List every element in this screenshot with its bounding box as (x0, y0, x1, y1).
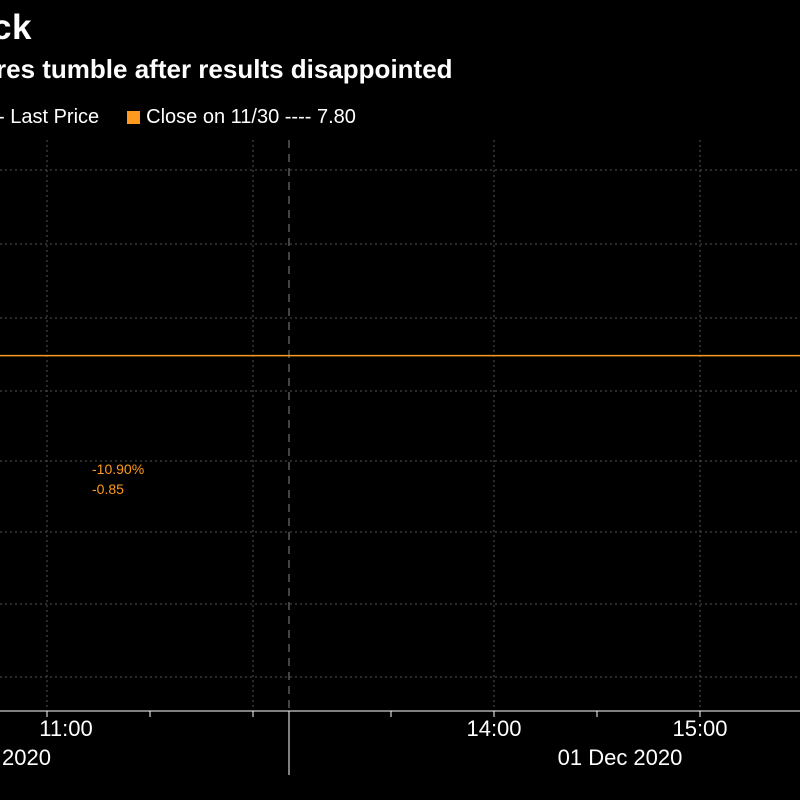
legend-last-price: - Last Price (0, 106, 100, 128)
x-date-label-left: 2020 (2, 745, 51, 770)
x-date-label-right: 01 Dec 2020 (558, 745, 683, 770)
annotation-absolute-change: -0.85 (92, 481, 124, 497)
annotation-percent-change: -10.90% (92, 461, 144, 477)
horizontal-gridlines (0, 169, 800, 678)
legend: - Last Price Close on 11/30 ---- 7.80 (0, 106, 356, 129)
vertical-gridlines (46, 140, 701, 710)
x-tick-label-1500: 15:00 (672, 716, 727, 741)
chart-title: ck (0, 8, 32, 47)
chart-subtitle: res tumble after results disappointed (0, 54, 453, 84)
x-tick-label-1100: 11:00 (39, 716, 92, 741)
x-minor-ticks (46, 711, 701, 717)
legend-close-swatch (127, 111, 141, 124)
legend-close-label: Close on 11/30 ---- 7.80 (146, 106, 356, 128)
x-tick-label-1400: 14:00 (466, 716, 521, 741)
